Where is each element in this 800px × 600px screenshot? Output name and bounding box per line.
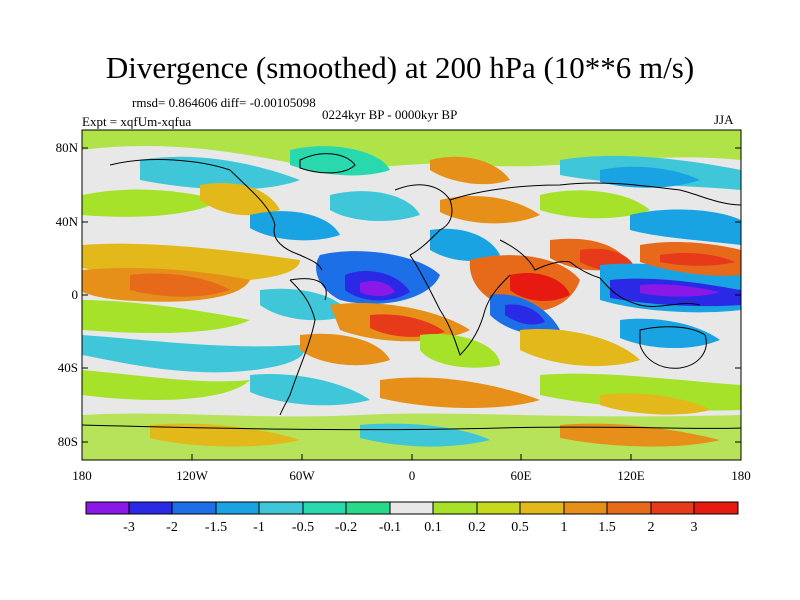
colorbar-swatch [215, 501, 260, 515]
lat-label: 80N [55, 140, 78, 155]
colorbar-label: 1.5 [598, 520, 616, 535]
colorbar-label: -0.2 [334, 520, 358, 535]
lat-label: 80S [57, 434, 78, 449]
lon-label: 120W [176, 468, 208, 483]
map-title: Divergence (smoothed) at 200 hPa (10**6 … [105, 50, 695, 85]
colorbar-label: -0.5 [291, 520, 315, 535]
lat-label: 40S [57, 360, 78, 375]
colorbar-label: 2 [647, 520, 655, 535]
colorbar-swatch [476, 501, 521, 515]
colorbar [85, 501, 739, 515]
lon-label: 0 [408, 468, 416, 483]
experiment-text: Expt = xqfUm-xqfua [82, 114, 192, 129]
colorbar-swatch [693, 501, 739, 515]
lat-label: 0 [71, 287, 79, 302]
colorbar-label: -3 [123, 520, 135, 535]
colorbar-label: -1 [253, 520, 265, 535]
colorbar-swatch [563, 501, 608, 515]
colorbar-swatch [171, 501, 217, 515]
colorbar-swatch [432, 501, 478, 515]
colorbar-label: 0.5 [511, 520, 529, 535]
stats-text: rmsd= 0.864606 diff= -0.00105098 [132, 95, 316, 110]
colorbar-swatch [85, 501, 130, 515]
lon-label: 180 [72, 468, 92, 483]
lon-label: 60W [289, 468, 315, 483]
lon-label: 120E [617, 468, 645, 483]
colorbar-swatch [258, 501, 304, 515]
colorbar-swatch [128, 501, 173, 515]
lon-label: 180 [731, 468, 751, 483]
period-text: 0224kyr BP - 0000kyr BP [322, 107, 458, 122]
colorbar-label: 1 [560, 520, 568, 535]
axis-ticks [81, 147, 742, 460]
colorbar-swatch [519, 501, 565, 515]
colorbar-swatch [345, 501, 391, 515]
divergence-field [82, 130, 741, 460]
colorbar-label: 0.1 [424, 520, 442, 535]
coastlines [82, 153, 741, 431]
colorbar-swatch [389, 501, 434, 515]
colorbar-swatch [302, 501, 347, 515]
colorbar-label: 3 [690, 520, 698, 535]
colorbar-label: -1.5 [204, 520, 228, 535]
lon-label: 60E [510, 468, 532, 483]
colorbar-label: 0.2 [468, 520, 486, 535]
colorbar-swatch [650, 501, 695, 515]
colorbar-label: -0.1 [378, 520, 402, 535]
season-text: JJA [714, 112, 734, 127]
colorbar-label: -2 [166, 520, 178, 535]
lat-label: 40N [55, 214, 78, 229]
colorbar-swatch [606, 501, 652, 515]
